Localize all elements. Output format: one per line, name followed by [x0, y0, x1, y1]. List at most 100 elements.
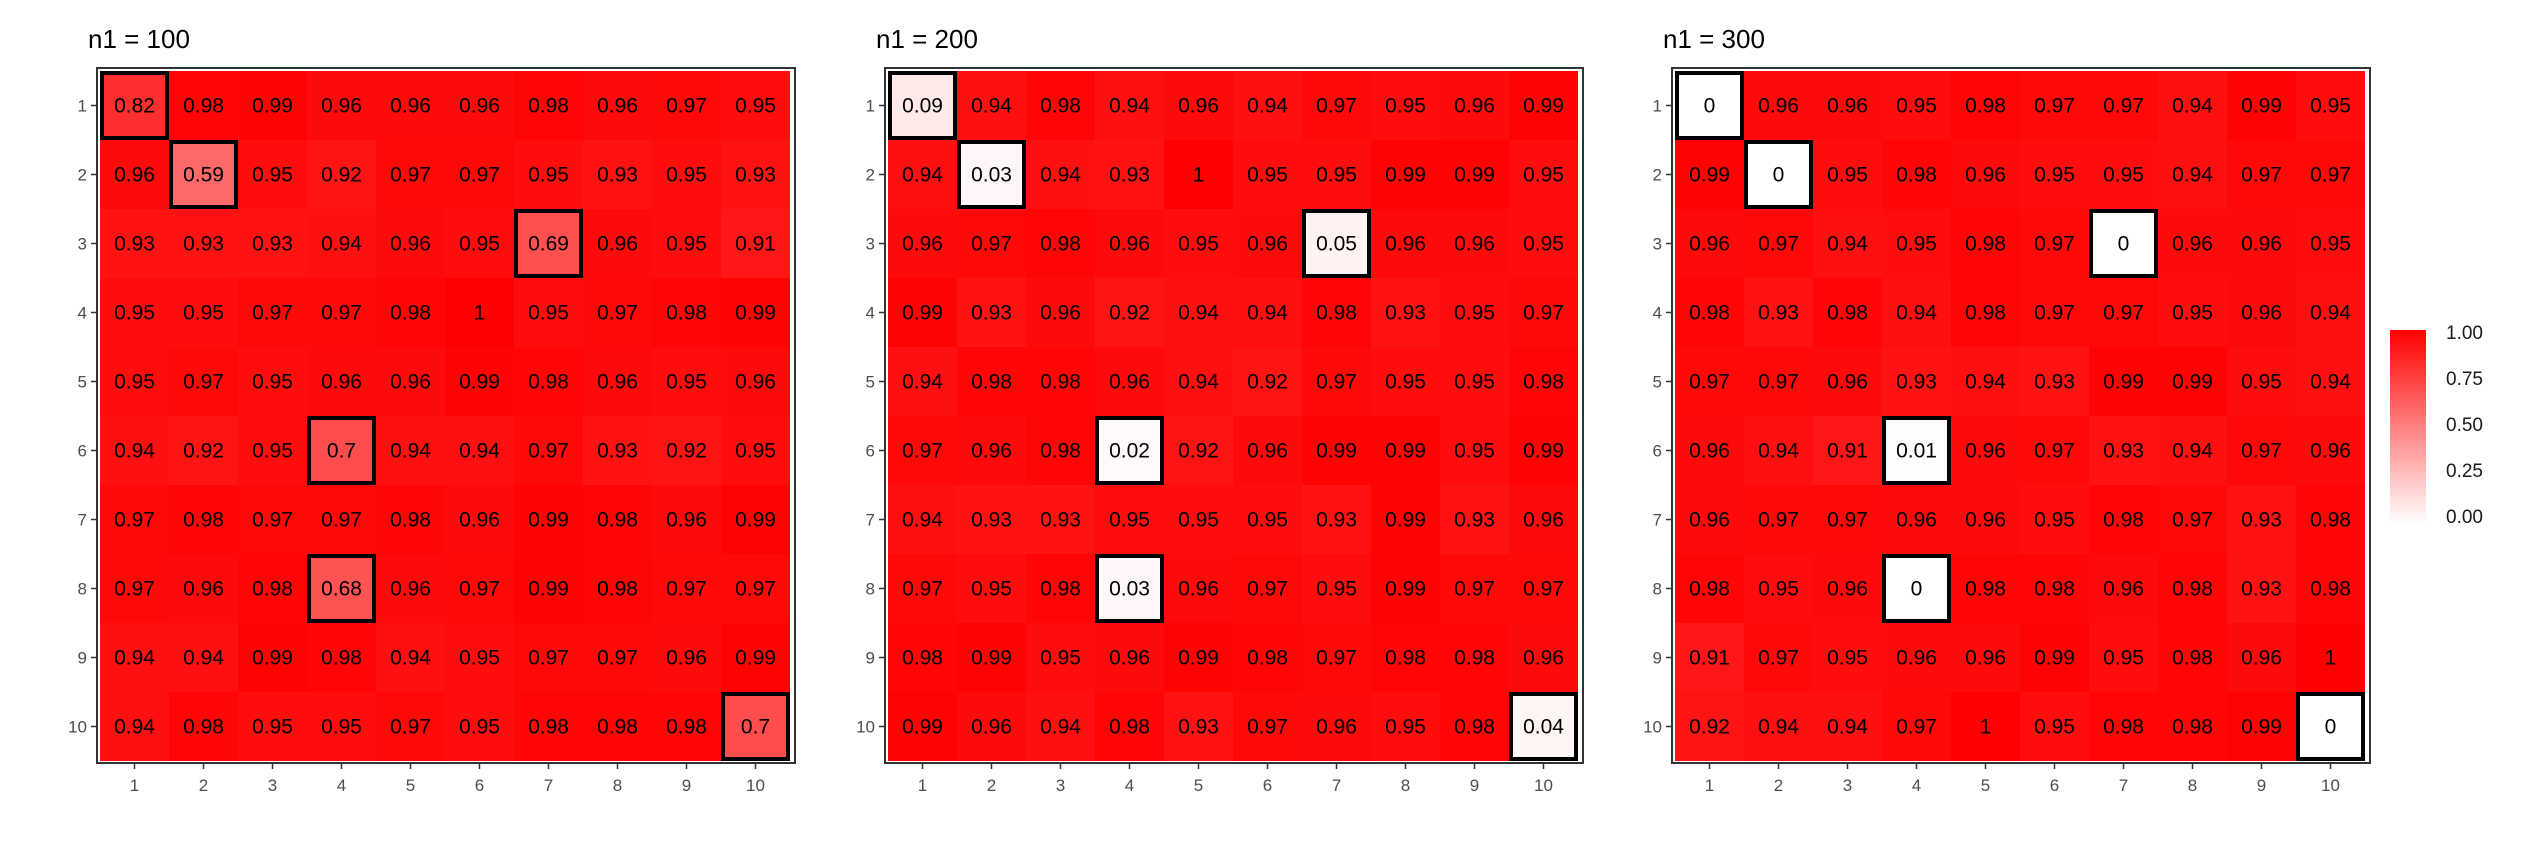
heatmap-cell [376, 71, 445, 140]
heatmap-cell [721, 347, 790, 416]
cell-value-label: 0.98 [1454, 716, 1495, 739]
heatmap-cell [169, 347, 238, 416]
cell-value-label: 0.94 [1247, 95, 1288, 118]
heatmap-cell [2158, 278, 2227, 347]
x-tick-label: 9 [1470, 776, 1479, 795]
y-tick-label: 4 [1653, 304, 1662, 323]
heatmap-cell [888, 692, 957, 761]
heatmap-cell [445, 485, 514, 554]
cell-value-label: 0.94 [2310, 302, 2351, 325]
cell-value-label: 0.94 [390, 440, 431, 463]
cell-value-label: 0.97 [1758, 233, 1799, 256]
heatmap-cell [583, 416, 652, 485]
heatmap-cell [2089, 485, 2158, 554]
cell-value-label: 0.91 [1689, 647, 1730, 670]
heatmap-cell [1026, 278, 1095, 347]
heatmap-cell [1095, 623, 1164, 692]
heatmap-cell [1233, 347, 1302, 416]
cell-value-label: 0.96 [1040, 302, 1081, 325]
cell-value-label: 0.96 [114, 164, 155, 187]
cell-value-label: 0.96 [597, 233, 638, 256]
heatmap-cell [2020, 692, 2089, 761]
cell-value-label: 0.94 [459, 440, 500, 463]
cell-value-label: 0.96 [666, 509, 707, 532]
y-tick-label: 5 [78, 373, 87, 392]
cell-value-label: 0.99 [1316, 440, 1357, 463]
heatmap-cell [376, 485, 445, 554]
heatmap-cell [2296, 347, 2365, 416]
heatmap-cell [888, 416, 957, 485]
heatmap-cell [957, 71, 1026, 140]
heatmap-cell [2296, 140, 2365, 209]
heatmap-cell [2020, 209, 2089, 278]
heatmap-cell [307, 416, 376, 485]
x-tick-label: 2 [1774, 776, 1783, 795]
heatmap-cell [514, 692, 583, 761]
heatmap-cell [1509, 623, 1578, 692]
cell-value-label: 0.96 [1523, 647, 1564, 670]
heatmap-cell [1509, 692, 1578, 761]
heatmap-cell [2020, 416, 2089, 485]
heatmap-cell [1813, 209, 1882, 278]
heatmap-cell [1744, 692, 1813, 761]
cell-value-label: 0.97 [1689, 371, 1730, 394]
legend-label-0-00: 0.00 [2446, 507, 2483, 528]
x-tick-label: 8 [2188, 776, 2197, 795]
cell-value-label: 0.99 [459, 371, 500, 394]
cell-value-label: 0.94 [2172, 164, 2213, 187]
heatmap-cell [307, 485, 376, 554]
heatmap-cell [652, 209, 721, 278]
cell-value-label: 1 [2325, 647, 2337, 670]
heatmap-cell [2158, 692, 2227, 761]
cell-value-label: 0.96 [1965, 164, 2006, 187]
heatmap-cell [2296, 692, 2365, 761]
heatmap-cell [583, 623, 652, 692]
heatmap-cell [2296, 416, 2365, 485]
cell-value-label: 0.95 [1178, 509, 1219, 532]
panel-border [96, 67, 796, 764]
cell-value-label: 0.95 [2034, 164, 2075, 187]
cell-value-label: 0.94 [114, 716, 155, 739]
heatmap-cell [1813, 692, 1882, 761]
y-tick-label: 6 [866, 442, 875, 461]
cell-value-label: 0.94 [114, 647, 155, 670]
highlighted-cell-border [1095, 554, 1164, 623]
heatmap-cell [721, 692, 790, 761]
cell-value-label: 0.96 [321, 371, 362, 394]
cell-value-label: 0.96 [971, 440, 1012, 463]
cell-value-label: 0.96 [459, 95, 500, 118]
heatmap-cell [514, 140, 583, 209]
heatmap-cell [1951, 278, 2020, 347]
heatmap-cell [1302, 71, 1371, 140]
cell-value-label: 0.97 [597, 302, 638, 325]
heatmap-cell [652, 554, 721, 623]
heatmap-cell [1371, 347, 1440, 416]
heatmap-cell [100, 692, 169, 761]
heatmap-cell [1233, 140, 1302, 209]
heatmap-cell [1951, 416, 2020, 485]
y-tick-label: 1 [1653, 97, 1662, 116]
heatmap-cell [1026, 554, 1095, 623]
cell-value-label: 0 [2325, 716, 2337, 739]
cell-value-label: 0.95 [183, 302, 224, 325]
cell-value-label: 0.96 [1247, 440, 1288, 463]
cell-value-label: 0.98 [321, 647, 362, 670]
cell-value-label: 0.99 [735, 647, 776, 670]
heatmap-cell [1233, 554, 1302, 623]
cell-value-label: 0.99 [2103, 371, 2144, 394]
heatmap-cell [1813, 623, 1882, 692]
cell-value-label: 0.96 [390, 95, 431, 118]
cell-value-label: 0.99 [971, 647, 1012, 670]
x-tick-label: 1 [918, 776, 927, 795]
heatmap-cell [376, 347, 445, 416]
cell-value-label: 0.96 [1689, 233, 1730, 256]
heatmap-cell [1509, 416, 1578, 485]
heatmap-cell [445, 347, 514, 416]
y-tick-label: 4 [78, 304, 87, 323]
cell-value-label: 0.94 [1247, 302, 1288, 325]
cell-value-label: 0.82 [114, 95, 155, 118]
cell-value-label: 0.93 [183, 233, 224, 256]
cell-value-label: 0.97 [2103, 302, 2144, 325]
cell-value-label: 0.97 [971, 233, 1012, 256]
cell-value-label: 0.99 [252, 647, 293, 670]
